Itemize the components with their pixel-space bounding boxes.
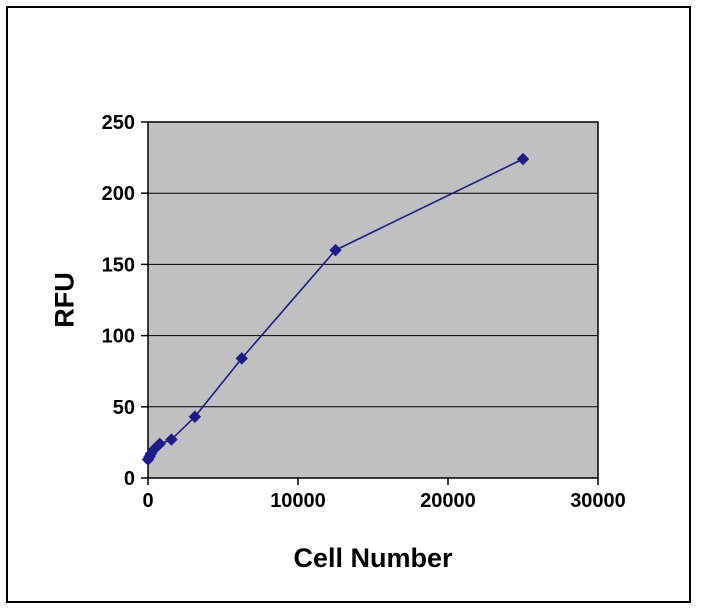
- data-point-marker: [329, 243, 342, 257]
- data-point-marker: [235, 352, 248, 365]
- y-axis-title: RFU: [49, 272, 80, 328]
- y-tick-label: 250: [102, 112, 135, 134]
- x-axis-title: Cell Number: [293, 543, 453, 573]
- y-tick-label: 0: [124, 468, 135, 490]
- y-tick-label: 100: [102, 326, 135, 348]
- data-point-marker: [188, 410, 202, 423]
- y-tick-label: 150: [102, 254, 135, 276]
- data-point-marker: [516, 152, 530, 166]
- y-tick-label: 50: [113, 397, 135, 419]
- x-tick-label: 10000: [270, 490, 326, 512]
- x-tick-label: 0: [142, 490, 153, 512]
- plot-area: [148, 122, 598, 478]
- y-tick-label: 200: [102, 183, 135, 205]
- data-point-marker: [165, 433, 178, 446]
- data-point-marker: [153, 437, 166, 451]
- x-tick-label: 30000: [570, 490, 626, 512]
- x-tick-label: 20000: [420, 490, 476, 512]
- plot-border: [147, 121, 599, 479]
